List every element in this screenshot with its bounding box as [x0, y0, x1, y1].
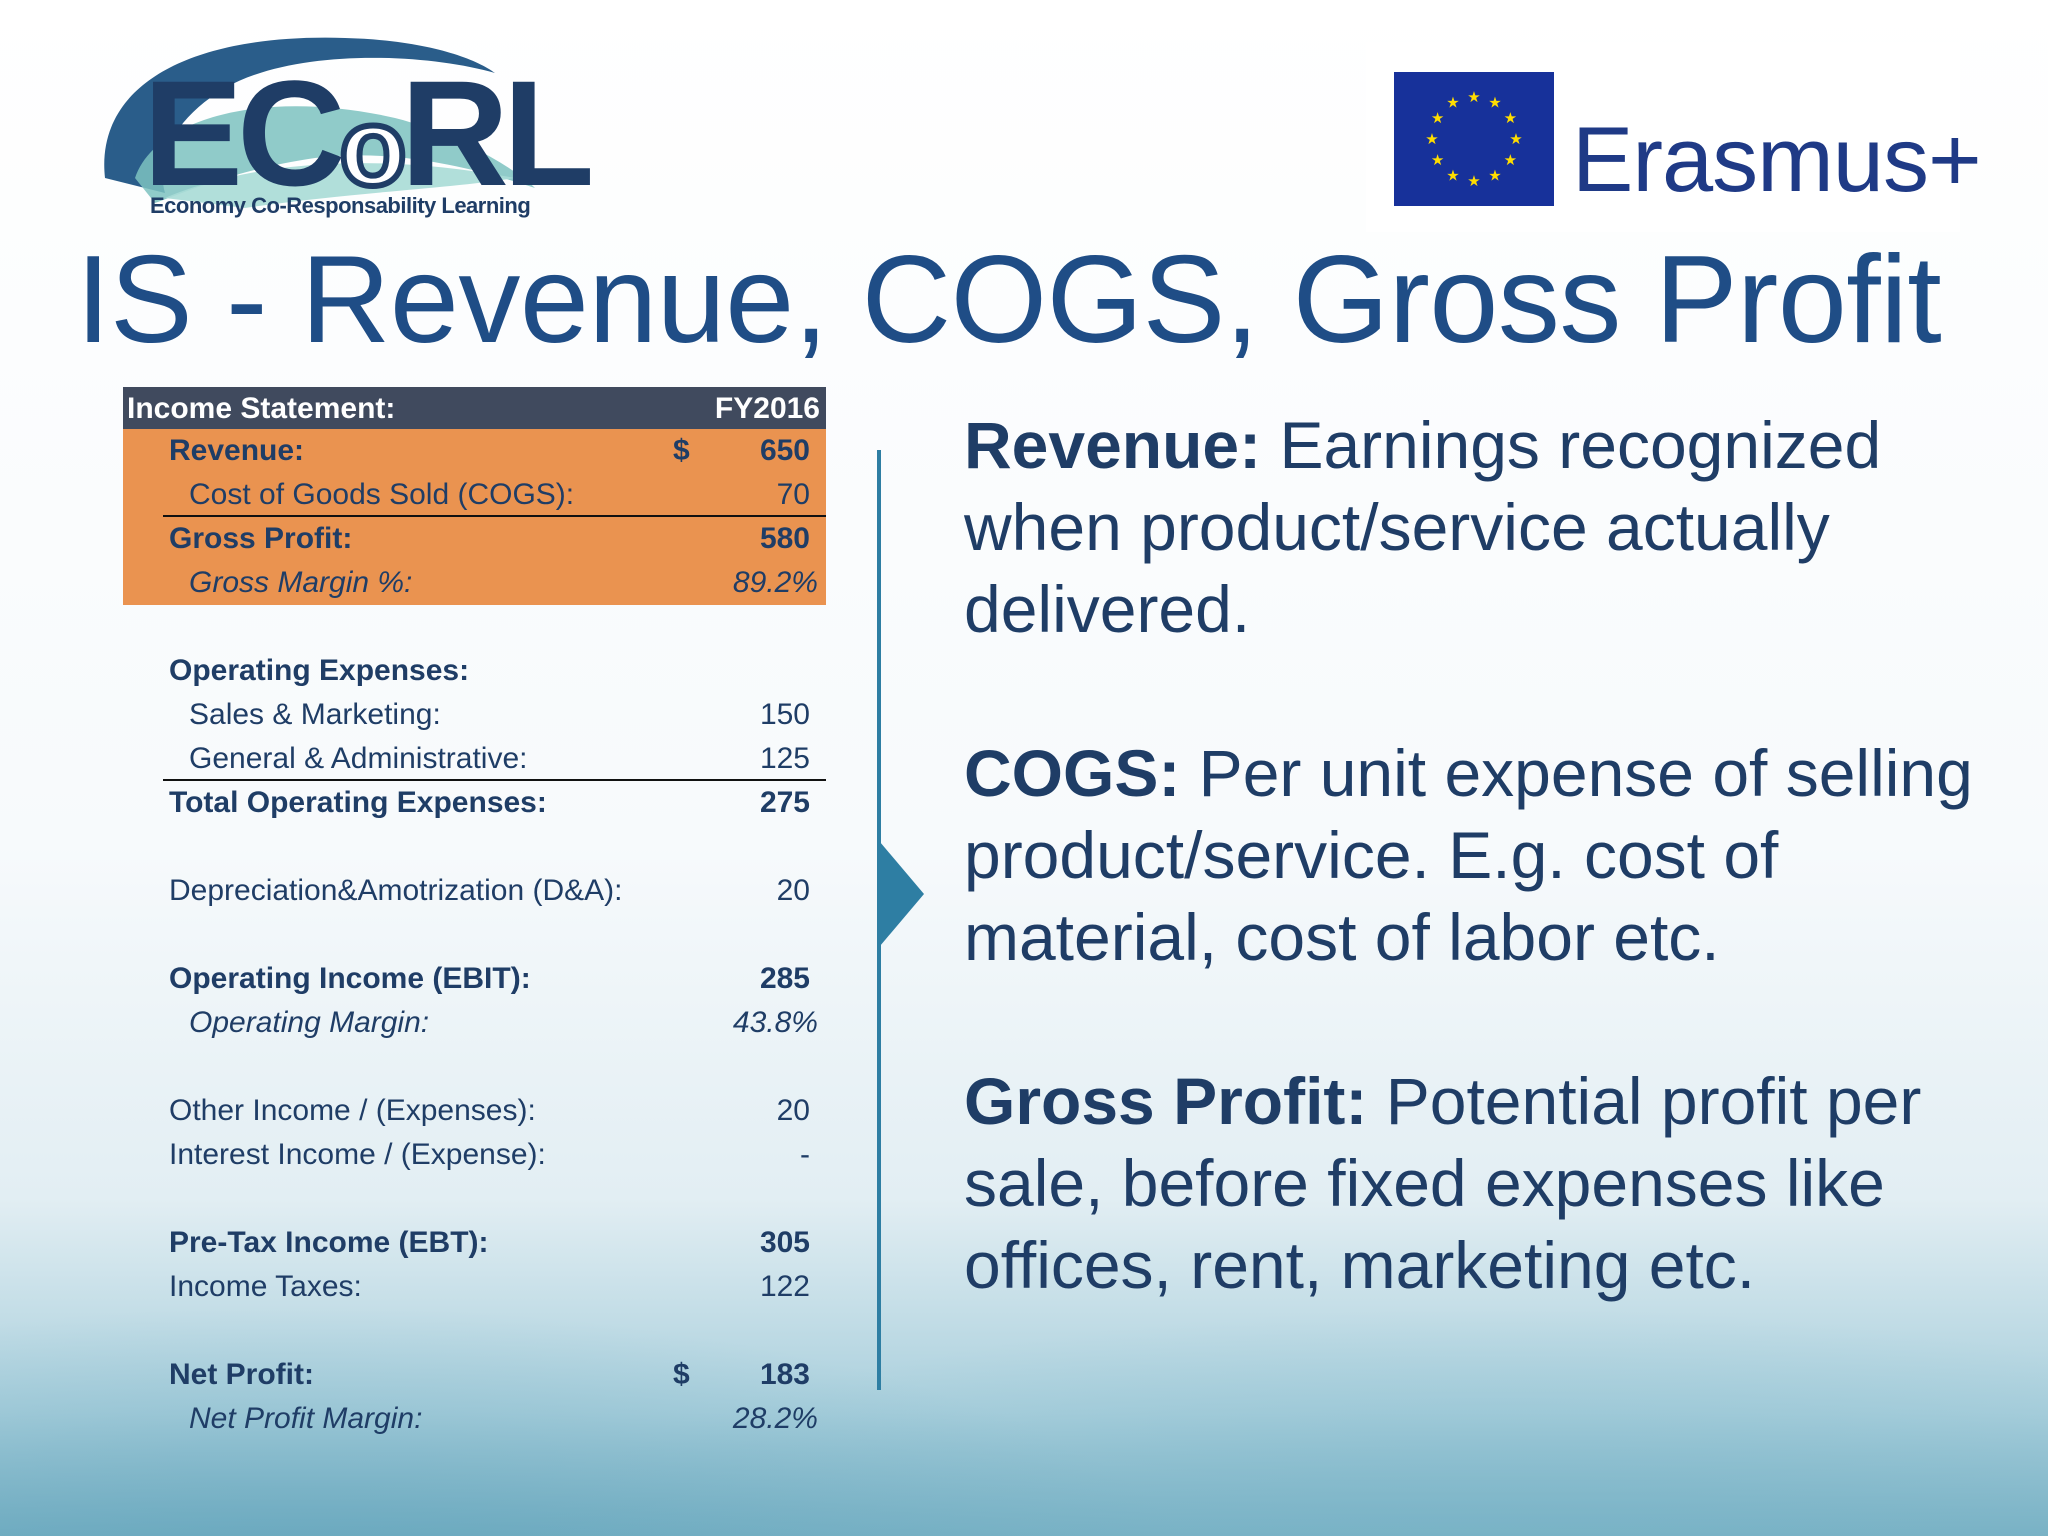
table-row-general-admin: General & Administrative: 125 [123, 737, 826, 781]
definitions: Revenue: Earnings recognized when produc… [964, 404, 2014, 1388]
definition-term: Revenue: [964, 408, 1262, 482]
ecorl-tagline: Economy Co-Responsability Learning [150, 193, 531, 218]
vertical-divider [877, 450, 881, 1390]
definition-revenue: Revenue: Earnings recognized when produc… [964, 404, 2014, 650]
currency-symbol: $ [673, 434, 690, 467]
eu-star-icon: ★ [1504, 152, 1517, 169]
table-row-ebit: Operating Income (EBIT): 285 [123, 957, 826, 1001]
table-row-revenue: Revenue: $ 650 [123, 429, 826, 473]
row-label: Pre-Tax Income (EBT): [169, 1226, 489, 1259]
table-row-gross-profit: Gross Profit: 580 [123, 517, 826, 561]
definition-term: Gross Profit: [964, 1064, 1368, 1138]
currency-symbol: $ [673, 1358, 690, 1391]
row-label: Operating Margin: [189, 1006, 430, 1039]
divider-line [163, 515, 826, 517]
row-value: 650 [759, 434, 810, 467]
row-value: 70 [776, 478, 810, 511]
eu-star-icon: ★ [1509, 131, 1522, 148]
row-label: Operating Income (EBIT): [169, 962, 531, 995]
row-value: 285 [759, 962, 810, 995]
table-row-cogs: Cost of Goods Sold (COGS): 70 [123, 473, 826, 517]
row-label: Net Profit Margin: [189, 1402, 423, 1435]
header-period: FY2016 [714, 392, 820, 425]
eu-star-icon: ★ [1425, 131, 1438, 148]
gross-profit-highlight: Revenue: $ 650 Cost of Goods Sold (COGS)… [123, 429, 826, 605]
row-label: Cost of Goods Sold (COGS): [189, 478, 575, 511]
row-value: 125 [759, 742, 810, 775]
divider-line [163, 779, 826, 781]
table-row-income-taxes: Income Taxes: 122 [123, 1265, 826, 1309]
row-label: Gross Profit: [169, 522, 353, 555]
definition-text: Per unit expense of selling product/serv… [964, 736, 1973, 974]
table-row-sales-marketing: Sales & Marketing: 150 [123, 693, 826, 737]
row-value: 89.2% [732, 566, 818, 599]
row-value: 20 [776, 1094, 810, 1127]
row-label: Net Profit: [169, 1358, 314, 1391]
row-label: Operating Expenses: [169, 654, 470, 687]
table-row-ebt: Pre-Tax Income (EBT): 305 [123, 1221, 826, 1265]
ecorl-wordmark: ECoRL [143, 49, 595, 217]
ecorl-logo: ECoRL Economy Co-Responsability Learning [95, 28, 595, 228]
header-label: Income Statement: [127, 392, 396, 425]
eu-star-icon: ★ [1488, 167, 1501, 184]
table-row-net-profit: Net Profit: $ 183 [123, 1353, 826, 1397]
row-value: 28.2% [732, 1402, 818, 1435]
eu-star-icon: ★ [1467, 89, 1480, 106]
row-value: - [800, 1138, 810, 1171]
erasmus-logo: ★ ★ ★ ★ ★ ★ ★ ★ ★ ★ ★ ★ Erasmus+ [1366, 42, 1982, 232]
definition-term: COGS: [964, 736, 1181, 810]
row-value: 580 [759, 522, 810, 555]
income-statement-table: Income Statement: FY2016 Revenue: $ 650 … [123, 387, 826, 1441]
arrow-right-icon [880, 842, 924, 946]
row-label: Sales & Marketing: [189, 698, 441, 731]
table-row-operating-margin: Operating Margin: 43.8% [123, 1001, 826, 1045]
ecorl-swoosh-icon [104, 37, 535, 208]
table-row-net-margin: Net Profit Margin: 28.2% [123, 1397, 826, 1441]
table-row-interest-income: Interest Income / (Expense): - [123, 1133, 826, 1177]
eu-star-icon: ★ [1431, 152, 1444, 169]
row-label: Income Taxes: [169, 1270, 362, 1303]
row-label: Gross Margin %: [189, 566, 413, 599]
row-label: General & Administrative: [189, 742, 528, 775]
row-label: Depreciation&Amotrization (D&A): [169, 874, 623, 907]
table-header: Income Statement: FY2016 [123, 387, 826, 429]
row-value: 305 [759, 1226, 810, 1259]
row-value: 150 [759, 698, 810, 731]
eu-star-icon: ★ [1488, 95, 1501, 112]
table-row-opex-header: Operating Expenses: [123, 649, 826, 693]
eu-star-icon: ★ [1431, 110, 1444, 127]
row-value: 43.8% [732, 1006, 818, 1039]
table-row-total-opex: Total Operating Expenses: 275 [123, 781, 826, 825]
definition-cogs: COGS: Per unit expense of selling produc… [964, 732, 2014, 978]
eu-flag-icon: ★ ★ ★ ★ ★ ★ ★ ★ ★ ★ ★ ★ [1394, 72, 1554, 206]
row-label: Revenue: [169, 434, 305, 467]
erasmus-wordmark: Erasmus+ [1572, 109, 1982, 211]
table-row-other-income: Other Income / (Expenses): 20 [123, 1089, 826, 1133]
eu-star-icon: ★ [1446, 95, 1459, 112]
row-value: 275 [759, 786, 810, 819]
definition-text: Potential profit per sale, before fixed … [964, 1064, 1922, 1302]
eu-star-icon: ★ [1467, 173, 1480, 190]
eu-star-icon: ★ [1504, 110, 1517, 127]
eu-star-icon: ★ [1446, 167, 1459, 184]
row-label: Other Income / (Expenses): [169, 1094, 536, 1127]
table-row-gross-margin: Gross Margin %: 89.2% [123, 561, 826, 605]
definition-text: Earnings recognized when product/service… [964, 408, 1882, 646]
row-label: Total Operating Expenses: [169, 786, 547, 819]
table-row-da: Depreciation&Amotrization (D&A): 20 [123, 869, 826, 913]
row-value: 20 [776, 874, 810, 907]
definition-gross-profit: Gross Profit: Potential profit per sale,… [964, 1060, 2014, 1306]
page-title: IS - Revenue, COGS, Gross Profit [76, 231, 1942, 369]
row-value: 122 [759, 1270, 810, 1303]
row-label: Interest Income / (Expense): [169, 1138, 546, 1171]
row-value: 183 [759, 1358, 810, 1391]
